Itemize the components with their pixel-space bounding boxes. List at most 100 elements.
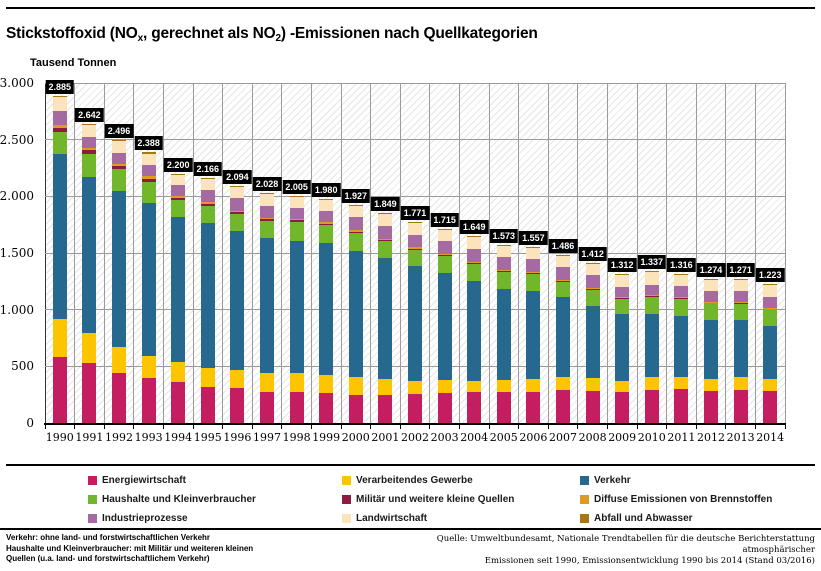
- bar-segment: [526, 379, 541, 392]
- bar-segment: [230, 369, 245, 389]
- bar-segment: [408, 380, 422, 395]
- bar-segment: [260, 194, 274, 206]
- gridline-vertical: [429, 83, 431, 423]
- x-tick-label: 2005: [489, 431, 518, 444]
- bar-segment: [526, 246, 541, 248]
- bar-segment: [141, 203, 156, 357]
- bar-total-label: 1.223: [755, 268, 785, 283]
- bar-segment: [82, 136, 97, 148]
- gridline-vertical: [695, 83, 697, 423]
- x-axis-tick: [666, 425, 668, 429]
- bar-segment: [467, 264, 482, 282]
- bar-total-label: 1.927: [341, 188, 371, 203]
- legend-label: Abfall und Abwasser: [594, 513, 693, 524]
- bar-segment: [348, 205, 363, 218]
- bar-segment: [556, 377, 570, 391]
- gridline-vertical: [636, 83, 638, 423]
- bar-segment: [112, 166, 126, 170]
- bar-segment: [378, 395, 393, 423]
- bar-segment: [82, 150, 97, 154]
- bar-segment: [319, 393, 334, 423]
- bar-total-label: 1.980: [311, 182, 341, 197]
- bar-segment: [171, 200, 186, 217]
- bar-total-label: 1.715: [430, 212, 459, 227]
- bar-segment: [644, 272, 659, 285]
- bar-segment: [763, 308, 778, 309]
- bar-segment: [289, 207, 304, 219]
- bar-segment: [526, 271, 541, 273]
- bar-segment: [141, 176, 156, 179]
- legend-item: Landwirtschaft: [342, 513, 580, 524]
- legend-item: Energiewirtschaft: [88, 475, 342, 486]
- legend-label: Landwirtschaft: [356, 513, 428, 524]
- bar-segment: [496, 288, 511, 380]
- x-axis-tick: [340, 425, 342, 429]
- bar-segment: [467, 281, 482, 381]
- bar-segment: [200, 178, 215, 191]
- title-part-1: Stickstoffoxid (NO: [6, 25, 138, 43]
- bar-segment: [52, 111, 67, 125]
- x-axis-tick: [636, 425, 638, 429]
- bar-segment: [378, 378, 393, 396]
- title-part-2: , gerechnet als NO: [142, 25, 276, 43]
- y-tick-label: 1.500: [0, 246, 34, 260]
- bar-segment: [378, 241, 393, 259]
- bar-total-label: 1.486: [548, 238, 578, 253]
- bar-total-label: 1.771: [400, 206, 430, 221]
- bar-segment: [615, 274, 630, 287]
- x-tick-label: 2000: [341, 431, 370, 444]
- gridline-vertical: [340, 83, 342, 423]
- bar-segment: [289, 195, 304, 197]
- bar-segment: [260, 193, 274, 195]
- gridline-vertical: [399, 83, 401, 423]
- bar-segment: [437, 253, 452, 256]
- bar-segment: [260, 221, 274, 238]
- x-tick-label: 2012: [697, 431, 725, 444]
- x-axis-tick: [784, 425, 786, 429]
- bar-segment: [230, 388, 245, 423]
- bar-segment: [408, 394, 422, 423]
- bar-segment: [289, 391, 304, 423]
- bar-segment: [260, 391, 274, 423]
- bar-segment: [644, 377, 659, 391]
- footnote-line-1: Verkehr: ohne land- und forstwirtschaftl…: [6, 533, 211, 542]
- bar-segment: [585, 262, 600, 264]
- bar-segment: [763, 325, 778, 380]
- x-tick-label: 2014: [756, 431, 785, 444]
- bar-segment: [556, 390, 570, 423]
- gridline-vertical: [547, 83, 549, 423]
- bar-segment: [704, 320, 718, 380]
- bar-segment: [289, 373, 304, 392]
- bar-segment: [348, 217, 363, 231]
- bar-segment: [348, 204, 363, 206]
- x-tick-label: 2011: [667, 431, 696, 444]
- gridline-vertical: [133, 83, 135, 423]
- bar-segment: [644, 284, 659, 296]
- bar-segment: [644, 313, 659, 378]
- bar-segment: [615, 380, 630, 393]
- bar-segment: [496, 270, 511, 272]
- bar-segment: [526, 391, 541, 423]
- bar-segment: [171, 216, 186, 362]
- bar-segment: [644, 271, 659, 273]
- legend-item: Haushalte und Kleinverbraucher: [88, 494, 342, 505]
- bar-segment: [230, 212, 245, 215]
- bar-segment: [556, 255, 570, 268]
- legend-item: Verkehr: [580, 475, 811, 486]
- x-axis-tick: [370, 425, 372, 429]
- legend-label: Militär und weitere kleine Quellen: [356, 494, 515, 505]
- gridline-vertical: [725, 83, 727, 423]
- gridline-vertical: [666, 83, 668, 423]
- bar-segment: [674, 315, 689, 378]
- x-axis-tick: [222, 425, 224, 429]
- bar-segment: [112, 163, 126, 167]
- bar-segment: [585, 289, 600, 306]
- x-axis-tick: [44, 425, 46, 429]
- bar-segment: [526, 272, 541, 274]
- bar-segment: [348, 250, 363, 377]
- bar-total-label: 1.557: [519, 230, 548, 245]
- bar-total-label: 1.849: [371, 197, 400, 212]
- gridline-vertical: [606, 83, 608, 423]
- x-axis-tick: [429, 425, 431, 429]
- gridline-vertical: [162, 83, 164, 423]
